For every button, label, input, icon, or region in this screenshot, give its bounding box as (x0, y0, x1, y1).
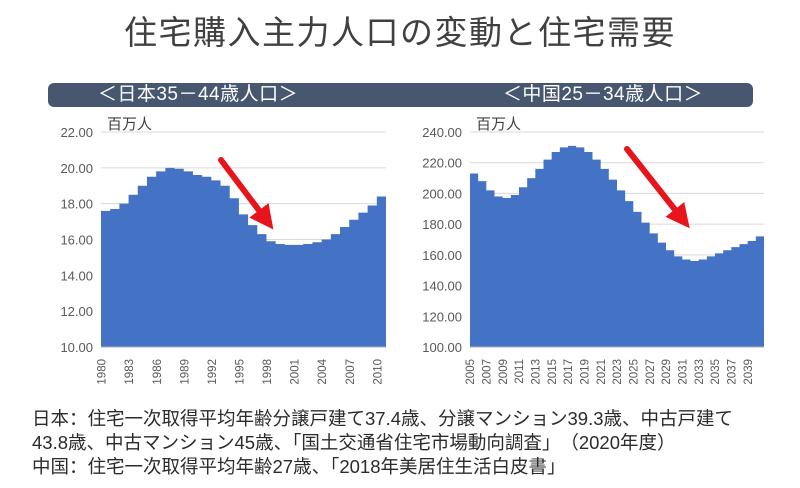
svg-text:10.00: 10.00 (60, 340, 93, 355)
svg-text:220.00: 220.00 (422, 156, 462, 171)
svg-text:百万人: 百万人 (476, 116, 521, 133)
svg-text:240.00: 240.00 (422, 125, 462, 140)
svg-text:2035: 2035 (710, 359, 722, 385)
svg-text:2039: 2039 (743, 359, 755, 385)
svg-text:1989: 1989 (179, 359, 191, 385)
svg-text:200.00: 200.00 (422, 186, 462, 201)
svg-text:12.00: 12.00 (60, 304, 93, 319)
svg-text:1995: 1995 (235, 359, 247, 385)
svg-text:2001: 2001 (290, 359, 302, 385)
svg-text:180.00: 180.00 (422, 217, 462, 232)
svg-text:2021: 2021 (596, 359, 608, 385)
svg-text:160.00: 160.00 (422, 248, 462, 263)
svg-text:1980: 1980 (97, 359, 109, 385)
svg-text:2029: 2029 (661, 359, 673, 385)
svg-text:2019: 2019 (579, 359, 591, 385)
svg-text:1992: 1992 (207, 359, 219, 385)
svg-text:140.00: 140.00 (422, 279, 462, 294)
svg-text:百万人: 百万人 (107, 116, 152, 133)
svg-text:2007: 2007 (481, 359, 493, 385)
svg-text:1986: 1986 (152, 359, 164, 385)
svg-text:2017: 2017 (563, 359, 575, 385)
svg-text:20.00: 20.00 (60, 161, 93, 176)
svg-text:2031: 2031 (677, 359, 689, 385)
svg-text:2009: 2009 (498, 359, 510, 385)
svg-text:2037: 2037 (726, 359, 738, 385)
svg-text:1998: 1998 (262, 359, 274, 385)
svg-text:2004: 2004 (317, 358, 329, 384)
svg-text:120.00: 120.00 (422, 309, 462, 324)
svg-text:16.00: 16.00 (60, 233, 93, 248)
svg-text:14.00: 14.00 (60, 268, 93, 283)
svg-text:2007: 2007 (345, 359, 357, 385)
svg-text:2027: 2027 (645, 359, 657, 385)
svg-text:2013: 2013 (530, 359, 542, 385)
svg-text:2015: 2015 (547, 359, 559, 385)
svg-text:22.00: 22.00 (60, 125, 93, 140)
svg-text:18.00: 18.00 (60, 197, 93, 212)
svg-text:2010: 2010 (372, 359, 384, 385)
svg-text:2023: 2023 (612, 359, 624, 385)
svg-text:100.00: 100.00 (422, 340, 462, 355)
svg-text:2025: 2025 (628, 359, 640, 385)
svg-text:2033: 2033 (694, 359, 706, 385)
svg-text:2005: 2005 (465, 359, 477, 385)
svg-text:2011: 2011 (514, 359, 526, 384)
svg-text:1983: 1983 (124, 359, 136, 385)
